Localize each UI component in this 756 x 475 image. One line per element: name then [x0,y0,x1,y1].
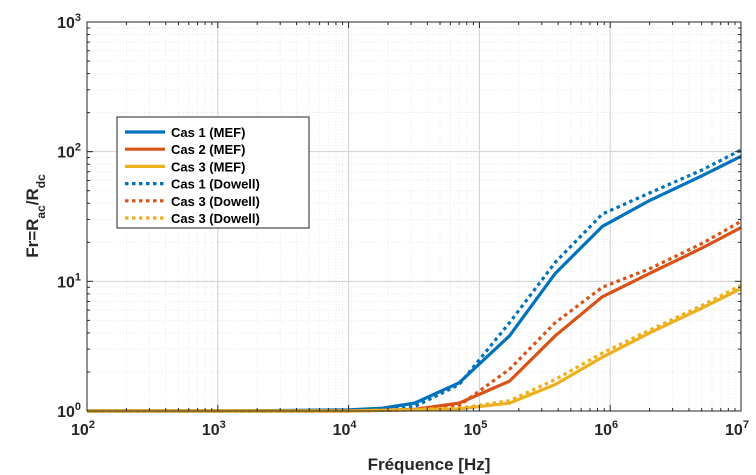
x-tick-label: 103 [202,419,226,439]
legend-label: Cas 1 (Dowell) [171,177,260,192]
y-tick-label: 101 [57,271,81,291]
legend-box [116,116,310,229]
legend-label: Cas 1 (MEF) [171,125,245,140]
y-tick-label: 100 [57,401,81,421]
legend-label: Cas 2 (MEF) [171,142,245,157]
x-tick-label: 102 [71,419,95,439]
y-tick-label: 102 [57,142,81,162]
y-axis-title: Fr=Rac/Rdc [23,174,48,258]
x-tick-label: 104 [333,419,358,439]
x-tick-label: 107 [725,419,749,439]
x-axis-title: Fréquence [Hz] [368,455,491,474]
x-tick-labels: 102 103 104 105 106 107 [71,419,749,439]
plot-frame [86,21,742,412]
axis-ticks [86,21,742,412]
legend-label: Cas 3 (MEF) [171,159,245,174]
legend-label: Cas 3 (Dowell) [171,194,260,209]
y-tick-label: 103 [57,12,81,32]
x-tick-label: 105 [463,419,487,439]
y-tick-labels: 100 101 102 103 [57,12,81,421]
legend: Cas 1 (MEF) Cas 2 (MEF) Cas 3 (MEF) Cas 1 (… [116,116,310,229]
legend-label: Cas 3 (Dowell) [171,211,260,226]
x-tick-label: 106 [594,419,618,439]
